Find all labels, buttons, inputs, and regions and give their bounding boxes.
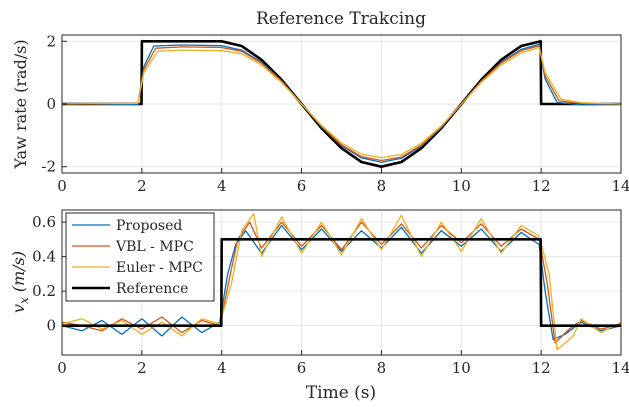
y-tick-label: 0.6 <box>32 213 56 231</box>
x-tick-label: 0 <box>57 177 67 195</box>
x-tick-label: 12 <box>532 177 551 195</box>
x-tick-label: 2 <box>137 177 147 195</box>
x-tick-label: 8 <box>377 359 387 377</box>
x-tick-label: 4 <box>217 359 227 377</box>
legend: Proposed VBL - MPC Euler - MPC Reference <box>65 212 215 302</box>
x-tick-label: 6 <box>297 177 307 195</box>
series-line-proposed <box>61 224 622 341</box>
legend-label-vbl-mpc: VBL - MPC <box>115 239 194 255</box>
series-line-reference <box>62 39 621 168</box>
velocity-ticks: 0 2 4 6 8 10 12 14 0 0.2 0.4 0.6 <box>32 213 629 377</box>
x-tick-label: 14 <box>611 177 629 195</box>
series-line-vbl-mpc <box>61 221 622 344</box>
figure-title: Reference Trakcing <box>256 9 426 29</box>
x-tick-label: 8 <box>377 177 387 195</box>
legend-label-proposed: Proposed <box>116 218 182 234</box>
y-tick-label: 0 <box>46 317 56 335</box>
series-line-proposed <box>61 43 622 163</box>
x-tick-label: 10 <box>452 177 471 195</box>
legend-label-euler-mpc: Euler - MPC <box>116 260 203 276</box>
velocity-series <box>61 212 622 351</box>
yaw-rate-series <box>61 39 622 168</box>
yaw-rate-y-axis-label: Yaw rate (rad/s) <box>11 39 30 169</box>
y-tick-label: 2 <box>46 32 56 50</box>
y-tick-label: 0.4 <box>32 248 56 266</box>
series-line-reference <box>62 238 621 328</box>
velocity-x-axis-label: Time (s) <box>306 383 376 403</box>
legend-label-reference: Reference <box>116 281 188 297</box>
x-tick-label: 14 <box>611 359 629 377</box>
series-line-vbl-mpc <box>61 45 622 162</box>
velocity-y-axis-label: vx (m/s) <box>9 251 31 313</box>
y-tick-label: 0 <box>46 95 56 113</box>
yaw-rate-plot: 0 2 4 6 8 10 12 14-202 Yaw rate (rad/s) <box>11 32 629 195</box>
x-tick-label: 0 <box>57 359 67 377</box>
x-tick-label: 12 <box>532 359 551 377</box>
yaw-rate-ticks: 0 2 4 6 8 10 12 14-202 <box>41 32 629 195</box>
x-tick-label: 10 <box>452 359 471 377</box>
velocity-plot-frame <box>61 209 622 356</box>
y-tick-label: -2 <box>41 158 56 176</box>
x-tick-label: 2 <box>137 359 147 377</box>
x-tick-label: 4 <box>217 177 227 195</box>
legend-box <box>65 212 215 302</box>
x-tick-label: 6 <box>297 359 307 377</box>
series-line-euler-mpc <box>61 46 622 159</box>
y-tick-label: 0.2 <box>32 282 56 300</box>
